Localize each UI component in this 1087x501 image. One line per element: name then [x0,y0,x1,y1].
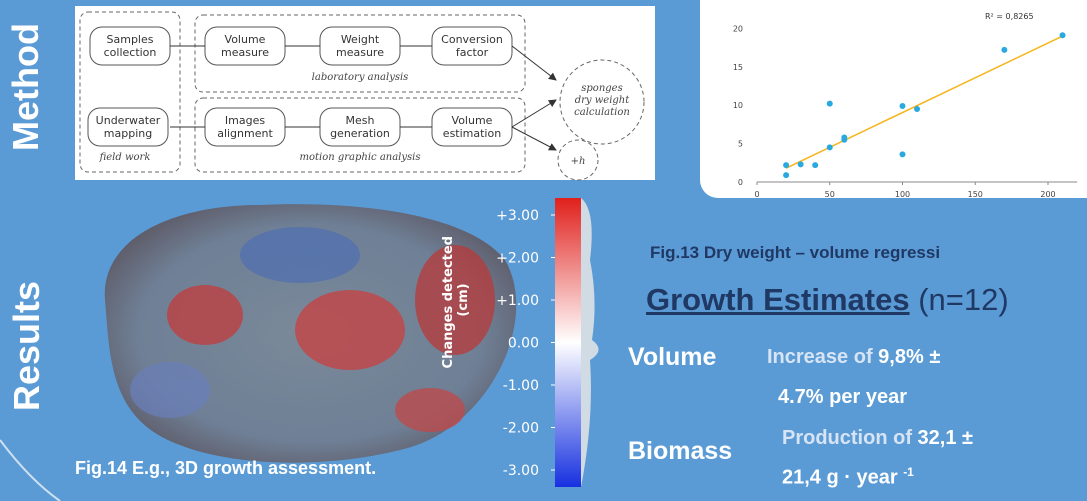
flow-node-label: collection [104,46,157,59]
heading-text: Growth Estimates [646,282,910,317]
colorbar [555,198,581,487]
y-tick-label: 0 [738,178,743,187]
row-line2: 21,4 g · year -1 [782,465,914,490]
point [1001,47,1007,53]
row-line2-text: 21,4 g · year [782,467,898,489]
x-tick-label: 50 [825,190,835,199]
row-line: Production of 32,1 ± [782,427,973,450]
point [783,172,789,178]
point [914,106,920,112]
page: {"sections":{"method":"Method","results"… [0,0,1087,501]
colorbar-tick-label: 0.00 [508,336,539,352]
colorbar-tick-label: -1.00 [503,378,539,394]
point [827,101,833,107]
figure-caption: Fig.14 E.g., 3D growth assessment. [75,458,376,479]
colorbar-histogram [581,198,599,487]
colorbar-tick-label: +3.00 [496,208,539,224]
colorbar-label-line: Changes detected [441,236,456,368]
x-tick-label: 100 [895,190,910,199]
flow-node-label: generation [330,127,390,140]
row-value: 32,1 ± [918,427,973,449]
colorbar-tick-label: +2.00 [496,251,539,267]
section-label: Method [5,31,47,151]
point [900,151,906,157]
flow-node-label: Samples [107,33,154,46]
row-label: Biomass [628,437,732,466]
flow-node-label: measure [221,46,269,59]
colorbar-tick-label: -3.00 [503,463,539,479]
point [827,144,833,150]
colorbar-label-line: (cm) [456,283,471,316]
row-label: Volume [628,343,716,372]
section-label: Results [6,281,48,411]
y-tick-label: 10 [733,101,743,110]
annotation: R² = 0,8265 [985,12,1034,21]
flow-node-label: Underwater [96,114,161,127]
flow-node-label: Weight [341,33,380,46]
point [841,134,847,140]
y-tick-label: 5 [738,140,743,149]
point [812,162,818,168]
y-tick-label: 15 [733,63,743,72]
result-label: dry weight [575,95,631,106]
flow-node-label: Images [225,114,265,127]
result-label: sponges [581,83,622,94]
superscript: -1 [903,465,914,479]
flow-node-label: measure [336,46,384,59]
flow-node-label: Volume [452,114,493,127]
x-tick-label: 0 [754,190,759,199]
group-label: field work [99,152,151,163]
flow-node-label: estimation [443,127,501,140]
point [1060,32,1066,38]
row-line2: 4.7% per year [778,386,907,409]
row-pre: Increase of [767,346,873,368]
y-tick-label: 20 [733,24,743,33]
point [783,162,789,168]
chart-panel [700,0,1087,198]
decor-curve [0,440,60,501]
flow-node-label: Conversion [441,33,503,46]
flow-node-label: alignment [217,127,273,140]
colorbar-tick-label: -2.00 [503,421,539,437]
flow-node-label: Volume [225,33,266,46]
colorbar-tick-label: +1.00 [496,293,539,309]
row-line: Increase of 9,8% ± [767,346,940,369]
row-pre: Production of [782,427,912,449]
sample-size: (n=12) [918,282,1008,317]
extra-label: +h [571,156,586,167]
point [798,161,804,167]
growth-heading: Growth Estimates (n=12) [646,282,1009,318]
flow-node-label: factor [456,46,489,59]
group-label: laboratory analysis [312,72,409,83]
row-value: 9,8% ± [878,346,940,368]
x-tick-label: 200 [1040,190,1055,199]
result-label: calculation [574,107,630,118]
x-tick-label: 150 [968,190,983,199]
figure-caption: Fig.13 Dry weight – volume regressi [650,243,940,263]
point [900,103,906,109]
group-label: motion graphic analysis [300,152,421,163]
flow-node-label: Mesh [346,114,375,127]
flow-node-label: mapping [104,127,152,140]
